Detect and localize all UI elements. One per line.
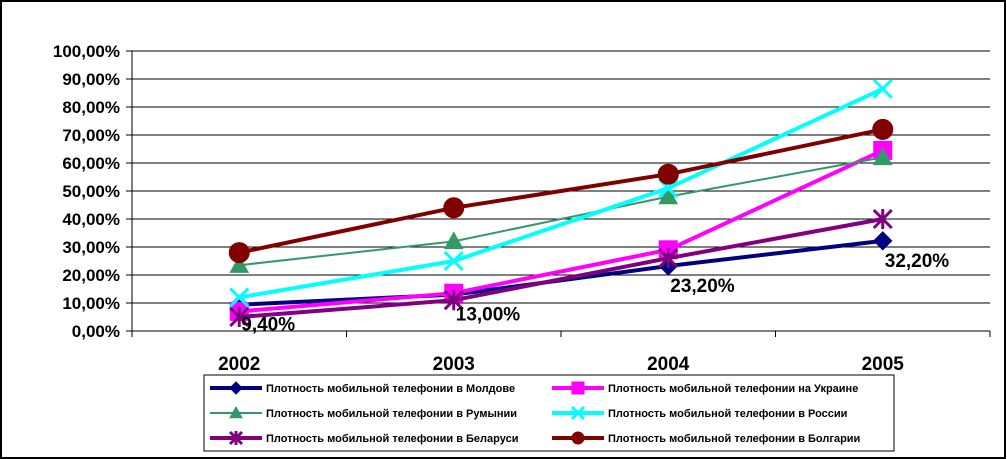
x-tick-label: 2005	[862, 354, 905, 375]
y-tick-label: 40,00%	[62, 210, 120, 229]
axes: 0,00% 10,00% 20,00% 30,00% 40,00% 50,00% 60,00…	[53, 42, 991, 375]
legend-swatch-marker	[571, 431, 585, 445]
data-label: 23,20%	[670, 276, 735, 297]
series-line	[239, 217, 884, 319]
data-point-x-stroke	[872, 78, 893, 99]
legend-entry: Плотность мобильной телефонии в России	[608, 408, 847, 420]
legend-swatch-marker	[228, 430, 244, 446]
legend-swatch-marker	[229, 405, 243, 419]
data-point-asterisk	[443, 290, 464, 311]
data-point-circle	[657, 163, 679, 185]
data-point-asterisk	[658, 248, 679, 269]
y-tick-label: 80,00%	[62, 98, 120, 117]
x-tick-label: 2003	[433, 354, 475, 375]
legend-swatch-marker	[229, 381, 243, 395]
legend-box	[203, 374, 895, 452]
data-point-x-stroke	[229, 287, 250, 308]
data-point-x	[443, 250, 464, 272]
data-point-x	[229, 287, 250, 308]
y-tick-label: 50,00%	[62, 182, 120, 201]
data-point-triangle	[443, 231, 464, 250]
legend-swatch-marker	[570, 405, 586, 421]
data-labels: 9,40% 13,00% 23,20% 32,20%	[241, 251, 949, 336]
y-tick-label: 60,00%	[62, 154, 120, 173]
series-line	[239, 148, 884, 314]
legend-entry: Плотность мобильной телефонии в Румынии	[266, 408, 517, 420]
y-tick-label: 100,00%	[53, 42, 120, 61]
legend-entry: Плотность мобильной телефонии на Украине	[608, 383, 858, 395]
data-point-circle	[228, 242, 250, 264]
series-lines	[228, 78, 894, 328]
legend-entry: Плотность мобильной телефонии в Беларуси	[266, 433, 518, 445]
data-label: 32,20%	[885, 251, 950, 272]
data-point-triangle	[229, 255, 250, 273]
x-tick-label: 2002	[218, 354, 260, 375]
data-point-triangle	[658, 186, 679, 205]
data-point-circle	[443, 197, 465, 219]
data-point-diamond	[873, 231, 893, 251]
data-point-triangle	[872, 147, 893, 166]
data-label: 9,40%	[241, 315, 295, 336]
y-tick-label: 70,00%	[62, 126, 120, 145]
series-line	[239, 156, 883, 267]
legend-swatch-marker	[571, 381, 585, 395]
data-point-circle	[872, 118, 894, 140]
data-point-asterisk	[229, 306, 250, 328]
series-line	[238, 127, 884, 255]
legend-entry: Плотность мобильной телефонии в Молдове	[266, 383, 515, 395]
y-tick-label: 30,00%	[62, 238, 120, 257]
data-point-x-stroke	[443, 250, 464, 272]
legend: Плотность мобильной телефонии в Молдове П…	[203, 374, 895, 452]
data-label: 13,00%	[456, 305, 521, 326]
x-tick-label: 2004	[647, 354, 690, 375]
y-tick-label: 20,00%	[62, 266, 120, 285]
y-tick-label: 90,00%	[62, 70, 120, 89]
legend-entry: Плотность мобильной телефонии в Болгарии	[608, 433, 860, 445]
y-tick-label: 10,00%	[62, 294, 120, 313]
legend-swatch-marker-stroke	[570, 405, 586, 421]
data-point-x	[872, 78, 893, 99]
y-tick-label: 0,00%	[72, 322, 120, 341]
series-line	[238, 86, 884, 300]
data-point-asterisk	[872, 208, 893, 230]
